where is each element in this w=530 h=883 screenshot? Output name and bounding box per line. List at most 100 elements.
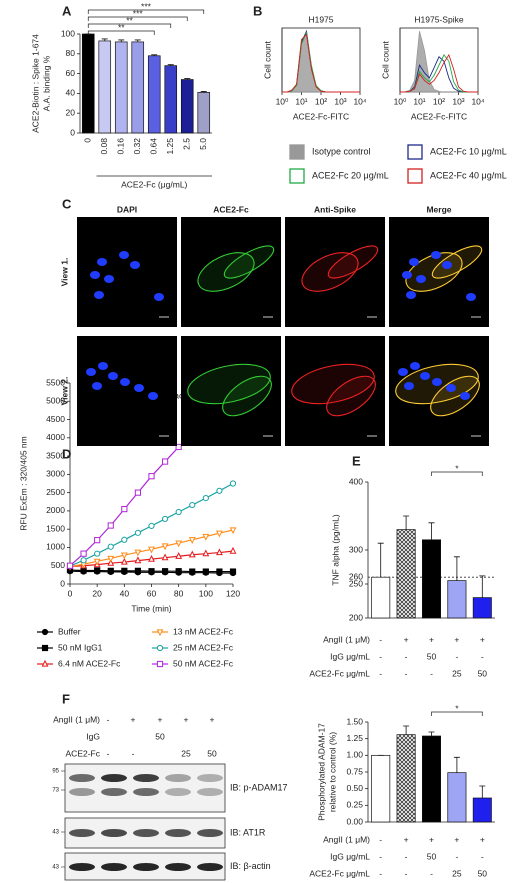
treatment-value: - (379, 651, 382, 661)
error-bar (101, 38, 108, 41)
series-line (282, 30, 360, 93)
treatment-value: 50 (207, 748, 217, 758)
marker (94, 567, 101, 574)
bar (197, 92, 211, 134)
marker (229, 480, 237, 487)
band (69, 863, 95, 871)
legend-swatch (407, 168, 423, 184)
row-label: View 2. (59, 377, 69, 406)
nucleus (148, 392, 158, 400)
mw-label: 95 (52, 769, 59, 775)
marker (229, 568, 237, 575)
marker (156, 660, 164, 668)
marker (148, 522, 155, 529)
x-axis-label: ACE2-Fc-FITC (293, 111, 349, 121)
treatment-label: IgG μg/mL (330, 651, 370, 661)
marker (80, 557, 87, 564)
nucleus (466, 293, 476, 301)
x-tick-label: 120 (226, 588, 240, 598)
x-tick-label: 10⁴ (471, 96, 484, 106)
cell-outline (197, 252, 255, 292)
panel-label: F (62, 691, 70, 706)
y-axis-label: Phosphorylated ADAM-17 (316, 723, 326, 821)
blot-label: IB: AT1R (230, 827, 266, 837)
treatment-value: 50 (427, 851, 437, 861)
marker (107, 543, 114, 550)
x-tick-label: 2.5 (182, 138, 192, 150)
treatment-value: + (429, 834, 434, 844)
marker (229, 546, 237, 554)
band (197, 863, 223, 871)
x-tick-label: 0.16 (116, 138, 126, 155)
marker (229, 527, 237, 535)
nucleus (134, 384, 144, 392)
treatment-label: AngII (1 μM) (323, 634, 370, 644)
band (165, 788, 191, 796)
nucleus (409, 258, 419, 266)
x-axis-label: Time (min) (131, 603, 171, 613)
y-axis-label: Cell count (380, 40, 390, 78)
error-bar (453, 556, 460, 581)
histogram-area (400, 31, 478, 93)
y-tick-label: 1500 (46, 523, 65, 533)
error-bar (428, 522, 435, 540)
treatment-label: ACE2-Fc μg/mL (309, 868, 370, 878)
micrograph (77, 336, 177, 446)
nucleus (119, 251, 129, 259)
marker (80, 550, 87, 557)
treatment-value: - (430, 668, 433, 678)
treatment-value: 50 (427, 651, 437, 661)
treatment-value: 25 (181, 748, 191, 758)
y-tick-label: 0 (60, 578, 65, 588)
bar (180, 79, 194, 134)
treatment-value: - (405, 851, 408, 861)
marker (41, 628, 49, 636)
y-tick-label: 0.50 (346, 783, 363, 793)
marker (121, 567, 128, 574)
band (197, 788, 223, 796)
error-bar (151, 54, 158, 56)
cell-outline (326, 375, 376, 417)
y-tick-label: 4000 (46, 432, 65, 442)
marker (189, 501, 196, 509)
treatment-value: - (405, 651, 408, 661)
legend-label: ACE2-Fc 40 μg/mL (430, 170, 507, 180)
treatment-value: - (481, 651, 484, 661)
marker (107, 558, 115, 566)
y-tick-label: 3500 (46, 450, 65, 460)
treatment-value: - (107, 748, 110, 758)
nucleus (446, 384, 456, 392)
error-bar (479, 575, 486, 598)
cell-outline (223, 245, 275, 279)
x-axis-label: ACE2-Fc (μg/mL) (121, 179, 187, 189)
series-line (282, 33, 360, 93)
treatment-value: + (131, 714, 136, 724)
treatment-value: + (429, 634, 434, 644)
treatment-value: - (132, 748, 135, 758)
x-tick-label: 10¹ (413, 96, 425, 106)
nucleus (97, 258, 107, 266)
y-axis-label: Cell count (262, 40, 272, 78)
nucleus (416, 275, 426, 283)
bar (164, 65, 178, 134)
treatment-value: 50 (478, 668, 488, 678)
bar (422, 735, 441, 823)
treatment-value: - (405, 868, 408, 878)
y-tick-label: 300 (349, 544, 363, 554)
treatment-label: IgG μg/mL (330, 851, 370, 861)
significance-bracket (431, 711, 483, 716)
error-bar (134, 39, 141, 42)
marker (93, 558, 101, 566)
nucleus (94, 291, 104, 299)
nucleus (410, 362, 420, 370)
micrograph (285, 217, 385, 327)
plot-frame (281, 27, 361, 93)
marker (120, 552, 128, 560)
treatment-value: - (455, 651, 458, 661)
y-tick-label: 0 (70, 127, 75, 137)
legend-swatch (289, 168, 305, 184)
marker (161, 515, 169, 523)
column-header: Merge (426, 204, 451, 214)
